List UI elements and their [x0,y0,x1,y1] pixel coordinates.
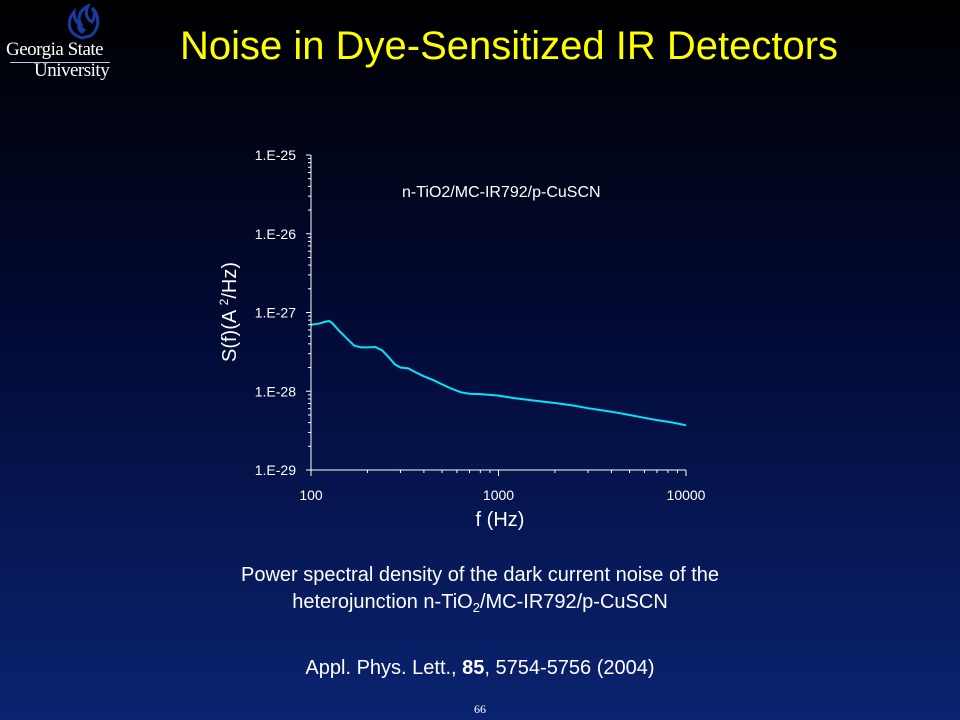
y-tick-label: 1.E-29 [255,462,296,478]
slide-title: Noise in Dye-Sensitized IR Detectors [180,24,839,68]
y-axis-label: S(f)(A 2/Hz) [217,262,241,362]
y-tick-label: 1.E-25 [255,147,296,163]
logo-text-line2: University [34,60,110,81]
logo-text-line1: Georgia State [6,39,104,60]
x-tick-label: 10000 [667,487,706,503]
x-tick-label: 1000 [483,487,514,503]
university-logo: Georgia State University [6,4,116,94]
citation-volume: 85 [462,657,485,679]
citation: Appl. Phys. Lett., 85, 5754-5756 (2004) [305,657,655,679]
flame-icon [67,4,100,40]
chart-annotation: n-TiO2/MC-IR792/p-CuSCN [402,184,601,201]
series-line [310,319,687,427]
y-tick-label: 1.E-26 [255,226,296,242]
caption-line-1: Power spectral density of the dark curre… [240,564,720,586]
y-tick-label: 1.E-27 [255,305,296,321]
x-axis-label: f (Hz) [476,509,525,531]
caption-line-2: heterojunction n-TiO2/MC-IR792/p-CuSCN [292,591,668,615]
logo-divider [10,62,110,63]
y-tick-label: 1.E-28 [255,383,296,399]
page-number: 66 [474,702,486,716]
x-tick-label: 100 [299,487,323,503]
